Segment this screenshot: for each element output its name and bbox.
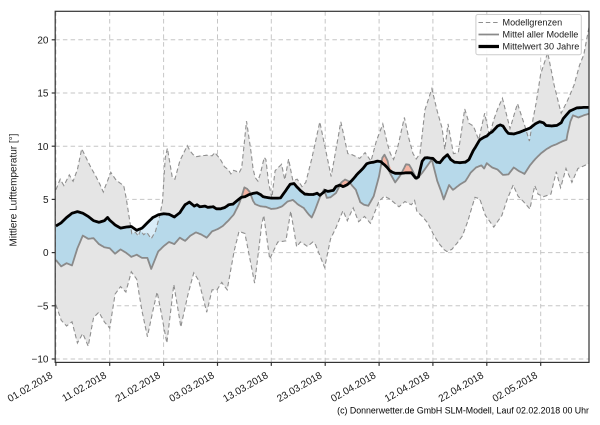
svg-text:Modellgrenzen: Modellgrenzen xyxy=(503,18,563,28)
svg-text:Mittelwert 30 Jahre: Mittelwert 30 Jahre xyxy=(503,42,580,52)
svg-text:(c) Donnerwetter.de GmbH SLM-M: (c) Donnerwetter.de GmbH SLM-Modell, Lau… xyxy=(337,406,589,416)
svg-text:−5: −5 xyxy=(37,301,49,312)
svg-text:5: 5 xyxy=(43,195,49,206)
svg-text:Mittlere Lufttemperatur [°]: Mittlere Lufttemperatur [°] xyxy=(9,133,20,246)
svg-text:Mittel aller Modelle: Mittel aller Modelle xyxy=(503,30,579,40)
svg-text:15: 15 xyxy=(37,89,49,100)
svg-text:10: 10 xyxy=(37,142,49,153)
svg-text:0: 0 xyxy=(43,248,49,259)
svg-text:20: 20 xyxy=(37,35,49,46)
svg-text:−10: −10 xyxy=(32,355,49,366)
